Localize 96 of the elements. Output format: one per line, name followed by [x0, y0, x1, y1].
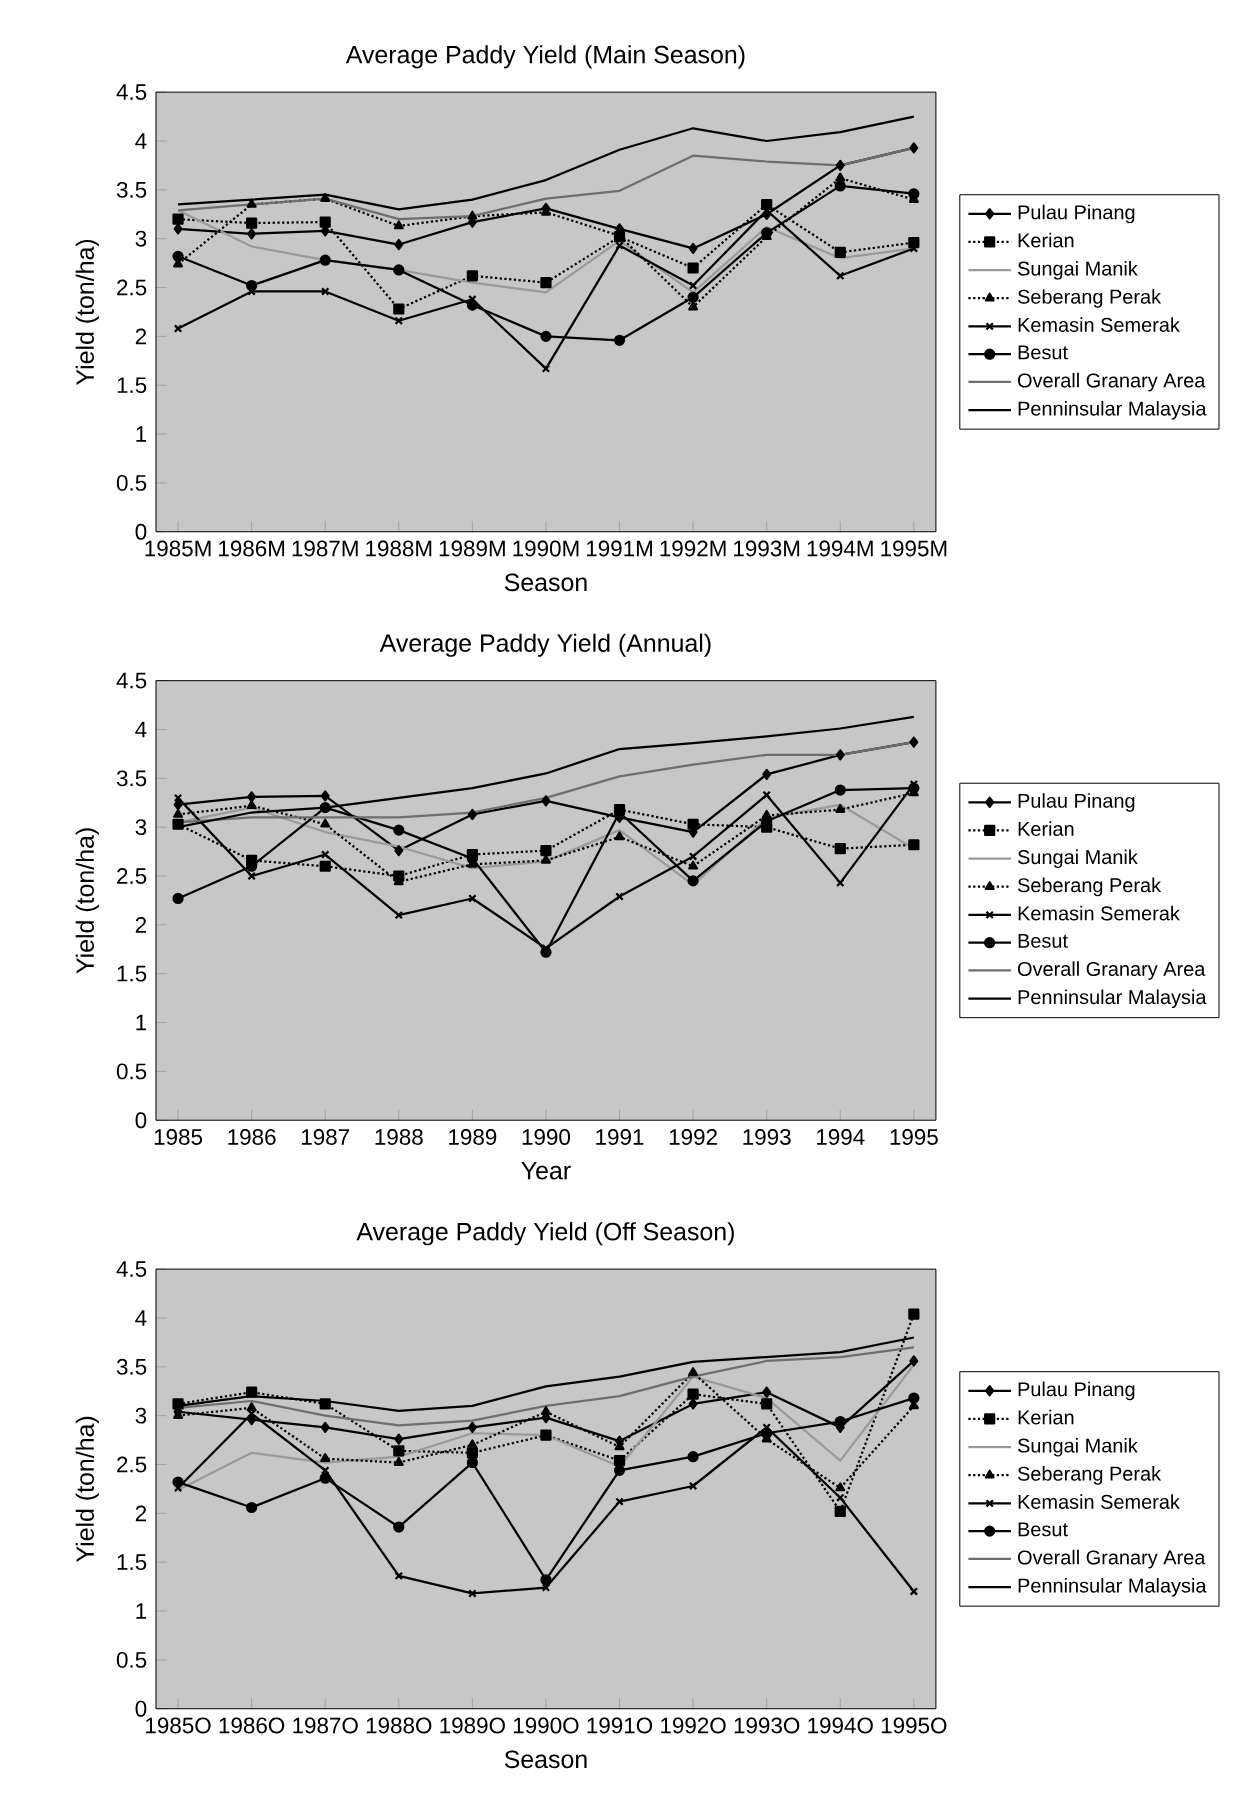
x-tick-label: 1986: [228, 1129, 276, 1145]
x-axis-title: Season: [504, 1750, 587, 1769]
legend-label: Penninsular Malaysia: [1018, 989, 1207, 1009]
legend-label: Penninsular Malaysia: [1018, 401, 1207, 420]
x-tick-label: 1994: [817, 1129, 865, 1145]
x-tick-label: 1990M: [513, 540, 579, 557]
x-tick-label: 1986O: [219, 1717, 285, 1734]
x-tick-label: 1991M: [586, 540, 652, 557]
y-tick-label: 2.5: [117, 1456, 147, 1473]
x-tick-label: 1992O: [661, 1717, 726, 1734]
y-tick-label: 3.5: [116, 770, 147, 787]
x-tick-label: 1985O: [146, 1717, 211, 1734]
y-tick-label: 4.5: [116, 672, 147, 689]
y-tick-label: 3.5: [116, 181, 147, 198]
x-tick-label: 1993: [743, 1129, 791, 1145]
y-tick-label: 1: [136, 1014, 147, 1031]
x-tick-label: 1985M: [145, 540, 211, 557]
y-tick-label: 4.5: [116, 1261, 147, 1277]
x-tick-label: 1988: [375, 1129, 423, 1145]
legend-label: Seberang Perak: [1017, 289, 1162, 308]
x-tick-label: 1995: [890, 1129, 938, 1145]
x-tick-label: 1985: [154, 1129, 203, 1145]
chart-title: Average Paddy Yield (Main Season): [345, 45, 745, 69]
y-tick-label: 0: [135, 1112, 147, 1129]
x-tick-label: 1990O: [514, 1717, 579, 1734]
y-tick-label: 3: [135, 1407, 147, 1424]
x-tick-label: 1992M: [660, 540, 726, 557]
y-tick-label: 3.5: [116, 1358, 147, 1375]
y-tick-label: 0: [135, 523, 147, 540]
y-tick-label: 1.5: [117, 1554, 147, 1571]
y-tick-label: 2: [135, 917, 147, 933]
y-axis-title: Yield (ton/ha): [75, 1416, 99, 1563]
x-axis-title: Year: [521, 1162, 571, 1180]
y-tick-label: 0: [135, 1700, 147, 1717]
x-tick-label: 1993O: [734, 1717, 800, 1734]
legend-label: Overall Granary Area: [1018, 961, 1206, 980]
x-tick-label: 1987O: [293, 1717, 358, 1734]
legend-label: Besut: [1018, 933, 1068, 948]
x-tick-label: 1988O: [366, 1717, 432, 1734]
x-tick-label: 1986M: [219, 540, 285, 557]
x-tick-label: 1994M: [807, 540, 873, 557]
legend-label: Pulau Pinang: [1018, 793, 1135, 812]
legend-label: Sungai Manik: [1017, 1437, 1138, 1457]
y-tick-label: 4: [135, 1310, 147, 1326]
y-tick-label: 2: [135, 328, 147, 345]
legend-label: Penninsular Malaysia: [1018, 1577, 1207, 1597]
legend-label: Kemasin Semerak: [1018, 1494, 1180, 1509]
legend-label: Seberang Perak: [1017, 877, 1162, 897]
y-tick-label: 3: [135, 819, 147, 836]
x-axis-title: Season: [504, 573, 587, 592]
legend-label: Pulau Pinang: [1018, 1381, 1135, 1401]
x-tick-label: 1992: [669, 1129, 717, 1145]
y-axis-title: Yield (ton/ha): [75, 239, 99, 386]
legend-label: Besut: [1018, 1522, 1068, 1537]
x-tick-label: 1995M: [881, 540, 947, 557]
x-tick-label: 1989: [449, 1129, 497, 1145]
legend-label: Seberang Perak: [1017, 1466, 1162, 1485]
y-tick-label: 4: [135, 721, 147, 738]
y-axis-title: Yield (ton/ha): [75, 828, 99, 974]
legend-label: Overall Granary Area: [1018, 1549, 1206, 1569]
x-tick-label: 1990: [522, 1129, 571, 1145]
y-tick-label: 1.5: [117, 965, 147, 982]
y-tick-label: 0.5: [116, 474, 147, 491]
y-tick-label: 2.5: [117, 868, 147, 884]
y-tick-label: 1: [136, 1603, 147, 1619]
x-tick-label: 1987M: [292, 540, 358, 557]
y-tick-label: 1: [136, 426, 147, 442]
x-tick-label: 1988M: [366, 540, 432, 557]
legend-label: Sungai Manik: [1017, 260, 1138, 280]
legend-label: Kerian: [1018, 821, 1074, 836]
legend-label: Besut: [1018, 345, 1068, 360]
x-tick-label: 1991O: [587, 1717, 653, 1734]
x-tick-label: 1989O: [440, 1717, 505, 1734]
legend-label: Pulau Pinang: [1018, 204, 1135, 224]
x-tick-label: 1994O: [808, 1717, 873, 1734]
legend-label: Kerian: [1018, 1409, 1074, 1425]
y-tick-label: 2.5: [117, 279, 147, 296]
legend-label: Kemasin Semerak: [1018, 317, 1180, 332]
y-tick-label: 0.5: [116, 1651, 147, 1668]
legend-label: Kerian: [1018, 232, 1074, 248]
y-tick-label: 4.5: [116, 84, 147, 100]
chart-title: Average Paddy Yield (Off Season): [356, 1222, 734, 1246]
x-tick-label: 1989M: [439, 540, 505, 557]
x-tick-label: 1993M: [734, 540, 800, 557]
legend-label: Sungai Manik: [1017, 849, 1138, 869]
x-tick-label: 1987: [302, 1129, 350, 1145]
x-tick-label: 1995O: [881, 1717, 947, 1734]
legend-label: Kemasin Semerak: [1018, 905, 1180, 921]
y-tick-label: 4: [135, 133, 147, 149]
chart-title: Average Paddy Yield (Annual): [379, 633, 711, 657]
x-tick-label: 1991: [596, 1129, 644, 1145]
legend-label: Overall Granary Area: [1018, 372, 1206, 392]
y-tick-label: 2: [135, 1505, 147, 1522]
y-tick-label: 3: [135, 230, 147, 247]
y-tick-label: 0.5: [116, 1063, 147, 1080]
y-tick-label: 1.5: [117, 377, 147, 394]
